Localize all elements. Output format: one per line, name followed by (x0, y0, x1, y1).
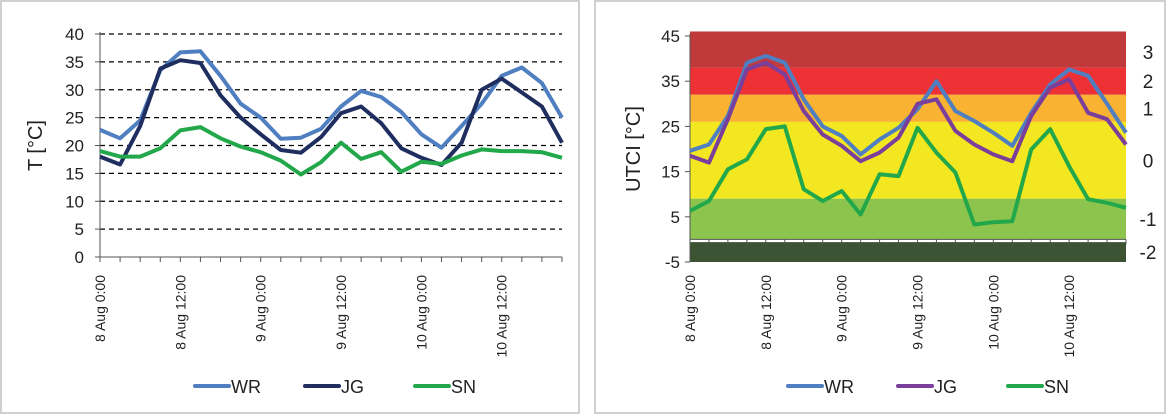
y-tick-label: 25 (65, 109, 84, 128)
y-tick-label: 30 (65, 81, 84, 100)
series-line-jg (689, 60, 1128, 165)
secondary-axis-label: 0 (1143, 151, 1154, 172)
y-tick-label: 5 (75, 220, 84, 239)
legend-label: JG (341, 377, 364, 397)
x-tick-label: 8 Aug 0:00 (682, 275, 698, 342)
utci-band (690, 198, 1126, 240)
y-tick-label: 20 (65, 137, 84, 156)
x-tick-label: 9 Aug 0:00 (834, 275, 850, 342)
series-line-sn (689, 124, 1127, 227)
x-tick-label: 10 Aug 0:00 (413, 275, 429, 350)
x-tick-label: 9 Aug 12:00 (909, 275, 925, 350)
y-axis-label: UTCI [°C] (623, 106, 645, 192)
y-tick-label: 40 (65, 25, 84, 44)
temperature-chart: 0 5 10 15 20 25 30 35 40 T [°C] 8 Aug 0:00 8 Aug 12… (25, 25, 564, 397)
series-line-sn (99, 125, 563, 177)
secondary-axis-label: 1 (1143, 99, 1154, 120)
utci-band (690, 31, 1126, 68)
x-tick-label: 8 Aug 12:00 (172, 275, 188, 350)
y-tick-label: 0 (75, 248, 84, 267)
series-line-jg (99, 58, 564, 167)
left-panel-border (0, 0, 580, 414)
secondary-axis-label: -2 (1140, 243, 1157, 264)
secondary-axis-label: 2 (1143, 72, 1154, 93)
legend-label: SN (1044, 377, 1069, 397)
y-tick-label: 10 (65, 192, 84, 211)
utci-chart: 3 2 1 0 -1 -2 -5 5 15 25 35 45 UTCI [°C] 8 Aug 0:00 8 … (623, 27, 1156, 397)
y-tick-label: 15 (65, 164, 84, 183)
secondary-axis-label: -1 (1140, 210, 1157, 231)
x-tick-label: 9 Aug 12:00 (333, 275, 349, 350)
y-axis-label: T [°C] (25, 120, 47, 171)
legend-label: JG (934, 377, 957, 397)
x-tick-label: 10 Aug 12:00 (1061, 275, 1077, 358)
utci-band (690, 121, 1126, 199)
y-tick-label: 45 (661, 27, 680, 46)
series-line-wr (99, 49, 564, 150)
utci-band (690, 242, 1126, 262)
y-tick-label: 25 (661, 117, 680, 136)
y-tick-label: -5 (665, 253, 680, 272)
x-tick-label: 8 Aug 0:00 (92, 275, 108, 342)
legend-label: WR (231, 377, 261, 397)
x-tick-label: 9 Aug 0:00 (253, 275, 269, 342)
y-tick-label: 15 (661, 163, 680, 182)
x-tick-label: 8 Aug 12:00 (758, 275, 774, 350)
right-panel-border (594, 0, 1166, 414)
secondary-axis-label: 3 (1143, 43, 1154, 64)
y-tick-label: 5 (671, 208, 680, 227)
legend-label: WR (824, 377, 854, 397)
x-tick-label: 10 Aug 12:00 (494, 275, 510, 358)
y-tick-label: 35 (661, 72, 680, 91)
legend-label: SN (451, 377, 476, 397)
y-tick-label: 35 (65, 53, 84, 72)
x-tick-label: 10 Aug 0:00 (985, 275, 1001, 350)
